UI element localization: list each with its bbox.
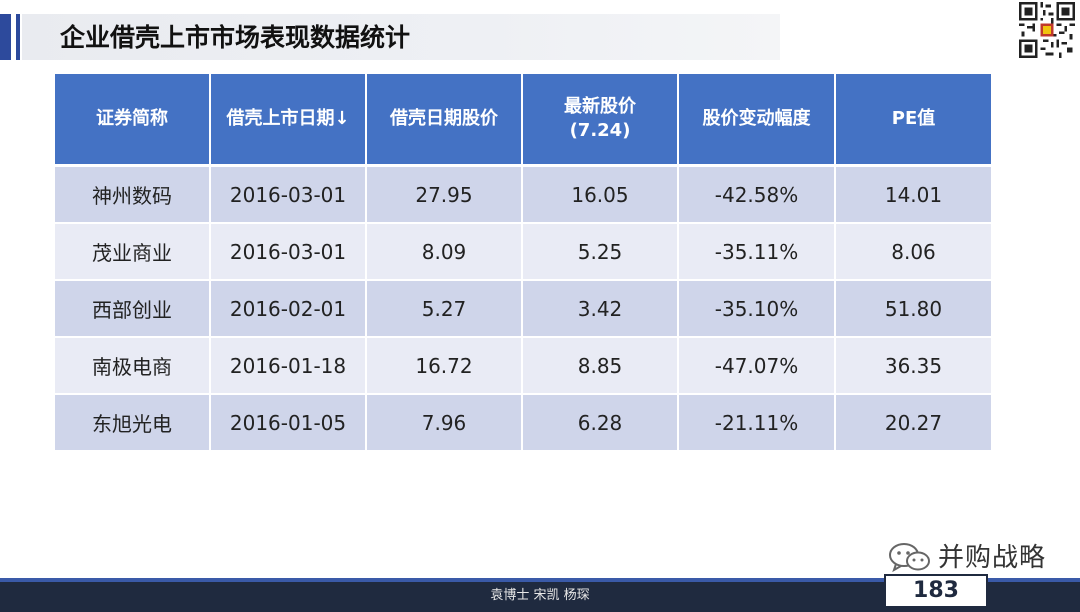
cell-listing-date: 2016-01-05 bbox=[210, 394, 367, 452]
footer-authors: 袁博士 宋凯 杨琛 bbox=[490, 588, 590, 603]
cell-listing-price: 8.09 bbox=[366, 223, 523, 281]
cell-security-name: 茂业商业 bbox=[55, 223, 211, 281]
qr-code-icon bbox=[1019, 2, 1075, 58]
cell-price-change: -21.11% bbox=[678, 394, 836, 452]
table-row: 西部创业 2016-02-01 5.27 3.42 -35.10% 51.80 bbox=[55, 280, 991, 338]
column-header-latest-price: 最新股价 (7.24) bbox=[522, 74, 679, 167]
cell-listing-price: 16.72 bbox=[366, 337, 523, 395]
cell-listing-price: 5.27 bbox=[366, 280, 523, 338]
cell-pe: 36.35 bbox=[835, 337, 991, 395]
column-header-listing-date: 借壳上市日期↓ bbox=[210, 74, 367, 167]
cell-pe: 14.01 bbox=[835, 165, 991, 224]
column-header-listing-price: 借壳日期股价 bbox=[366, 74, 523, 167]
title-accent-bar bbox=[0, 14, 11, 60]
cell-listing-date: 2016-01-18 bbox=[210, 337, 367, 395]
cell-price-change: -35.11% bbox=[678, 223, 836, 281]
data-table: 证券简称 借壳上市日期↓ 借壳日期股价 最新股价 (7.24) 股价变动幅度 P… bbox=[55, 74, 991, 452]
column-header-pe: PE值 bbox=[835, 74, 991, 167]
column-header-price-change: 股价变动幅度 bbox=[678, 74, 836, 167]
watermark-text: 并购战略 bbox=[938, 543, 1047, 573]
column-header-security-name: 证券简称 bbox=[55, 74, 211, 167]
cell-price-change: -42.58% bbox=[678, 165, 836, 224]
cell-listing-date: 2016-03-01 bbox=[210, 165, 367, 224]
watermark: 并购战略 bbox=[888, 540, 1046, 576]
cell-listing-price: 7.96 bbox=[366, 394, 523, 452]
table-row: 茂业商业 2016-03-01 8.09 5.25 -35.11% 8.06 bbox=[55, 223, 991, 281]
cell-pe: 20.27 bbox=[835, 394, 991, 452]
wechat-icon bbox=[889, 543, 930, 573]
cell-price-change: -47.07% bbox=[678, 337, 836, 395]
table-row: 东旭光电 2016-01-05 7.96 6.28 -21.11% 20.27 bbox=[55, 394, 991, 452]
cell-security-name: 西部创业 bbox=[55, 280, 211, 338]
cell-latest-price: 16.05 bbox=[522, 165, 679, 224]
cell-security-name: 南极电商 bbox=[55, 337, 211, 395]
cell-pe: 8.06 bbox=[835, 223, 991, 281]
page-number: 183 bbox=[884, 574, 988, 608]
cell-latest-price: 6.28 bbox=[522, 394, 679, 452]
title-bar bbox=[22, 14, 780, 60]
page-title: 企业借壳上市市场表现数据统计 bbox=[60, 23, 411, 52]
cell-listing-price: 27.95 bbox=[366, 165, 523, 224]
cell-listing-date: 2016-03-01 bbox=[210, 223, 367, 281]
cell-latest-price: 8.85 bbox=[522, 337, 679, 395]
cell-latest-price: 3.42 bbox=[522, 280, 679, 338]
cell-pe: 51.80 bbox=[835, 280, 991, 338]
table-row: 南极电商 2016-01-18 16.72 8.85 -47.07% 36.35 bbox=[55, 337, 991, 395]
cell-price-change: -35.10% bbox=[678, 280, 836, 338]
cell-security-name: 东旭光电 bbox=[55, 394, 211, 452]
title-accent-line bbox=[16, 14, 20, 60]
cell-latest-price: 5.25 bbox=[522, 223, 679, 281]
table-header-row: 证券简称 借壳上市日期↓ 借壳日期股价 最新股价 (7.24) 股价变动幅度 P… bbox=[55, 74, 991, 167]
table-row: 神州数码 2016-03-01 27.95 16.05 -42.58% 14.0… bbox=[55, 165, 991, 224]
cell-security-name: 神州数码 bbox=[55, 165, 211, 224]
cell-listing-date: 2016-02-01 bbox=[210, 280, 367, 338]
